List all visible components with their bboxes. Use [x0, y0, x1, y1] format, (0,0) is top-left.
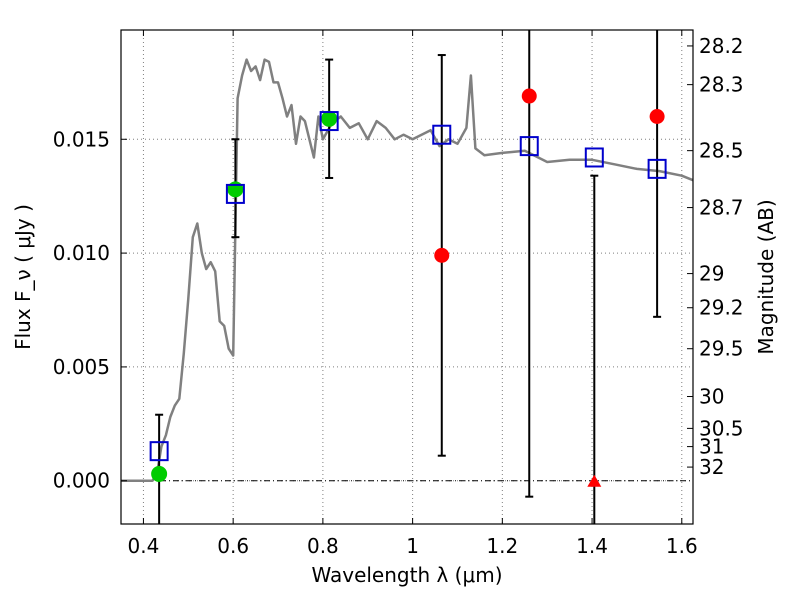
plot-frame	[120, 29, 694, 525]
y2-tick-label: 29.5	[699, 337, 744, 361]
data-markers	[149, 88, 667, 487]
y2-tick-label: 29.2	[699, 296, 744, 320]
model-photometry-point	[432, 124, 452, 145]
y2-tick-label: 32	[699, 455, 724, 479]
y-tick-label: 0.010	[53, 241, 110, 265]
y-tick-label: 0.000	[53, 469, 110, 493]
y2-tick-label: 30.5	[699, 416, 744, 440]
axis-ticks	[121, 30, 693, 524]
x-tick-label: 0.6	[217, 534, 249, 558]
model-photometry-point	[319, 111, 339, 132]
nondetection-point	[649, 109, 665, 125]
x-tick-label: 1.4	[576, 534, 608, 558]
x-tick-label: 1.2	[486, 534, 518, 558]
nondetection-point	[521, 88, 537, 104]
model-photometry-point	[225, 183, 245, 204]
x-axis-label: Wavelength λ (μm)	[311, 563, 502, 587]
detection-point	[321, 110, 338, 127]
y-tick-label: 0.005	[53, 355, 110, 379]
detection-point	[227, 181, 244, 198]
y2-tick-label: 31	[699, 435, 724, 459]
y2-tick-label: 30	[699, 385, 724, 409]
nondetection-point	[434, 247, 450, 263]
model-photometry-point	[519, 136, 539, 157]
y2-tick-label: 28.7	[699, 196, 744, 220]
y-tick-label: 0.015	[53, 127, 110, 151]
axis-tick-labels: 0.4 0.6 0.8 1 1.2 1.4 1.6 0.000 0.005 0.010 0.015 2…	[53, 34, 744, 558]
y2-tick-label: 28.2	[699, 34, 744, 58]
y2-tick-label: 28.5	[699, 139, 744, 163]
x-tick-label: 1	[406, 534, 419, 558]
template-spectrum-line	[121, 58, 694, 482]
x-tick-label: 0.8	[307, 534, 339, 558]
plot-background	[121, 30, 693, 524]
x-tick-label: 1.6	[666, 534, 698, 558]
x-tick-label: 0.4	[128, 534, 160, 558]
y2-tick-label: 28.3	[699, 73, 744, 97]
y2-axis-label: Magnitude (AB)	[754, 199, 778, 354]
y-axis-label: Flux F_ν ( μJy )	[11, 204, 35, 350]
model-photometry-point	[647, 158, 667, 179]
model-photometry-point	[584, 147, 604, 168]
y2-tick-label: 29	[699, 262, 724, 286]
upper-limit-point	[587, 474, 602, 487]
detection-point	[151, 465, 168, 482]
model-photometry-point	[149, 441, 169, 462]
